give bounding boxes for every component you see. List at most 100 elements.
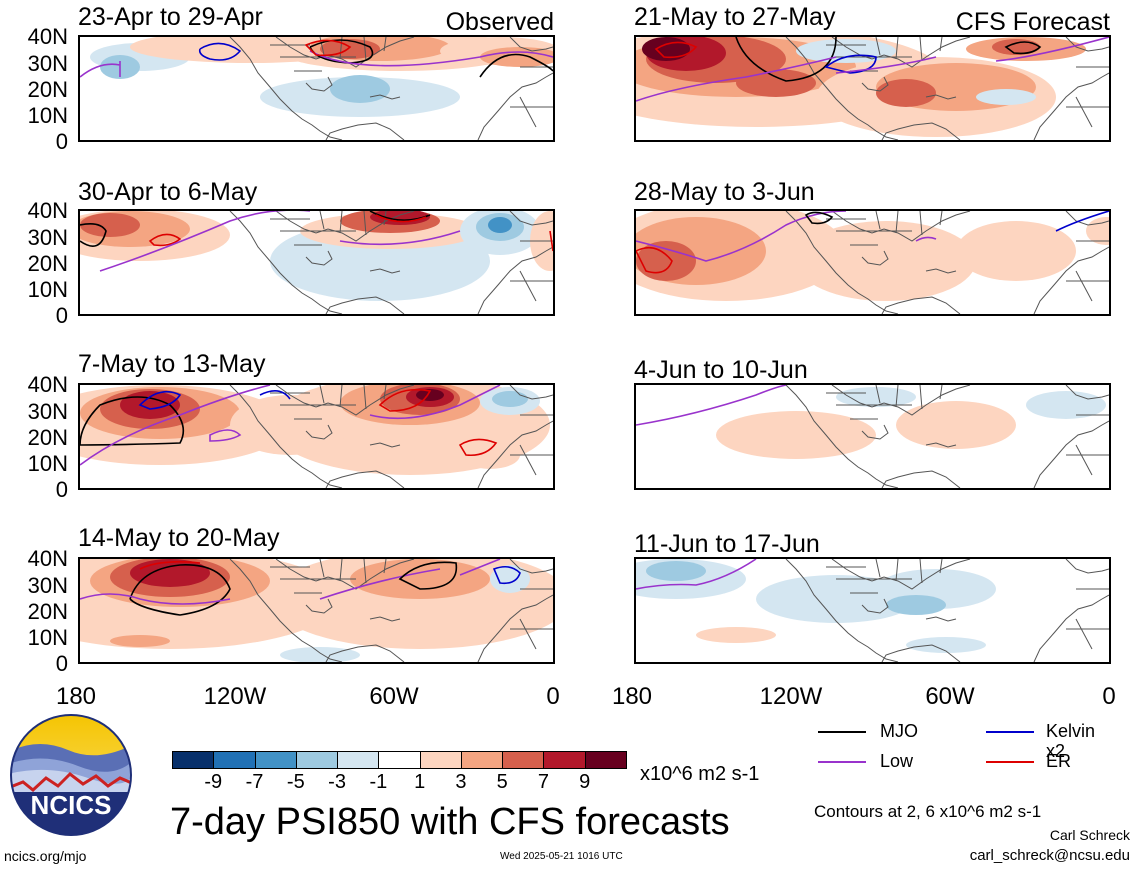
contour-line — [309, 50, 553, 67]
coastline — [509, 211, 553, 226]
coastline — [275, 559, 415, 590]
coastline — [363, 37, 367, 62]
x-tick-60w-left: 60W — [369, 683, 419, 710]
coastline — [509, 559, 553, 574]
panel-title-fc-1: 21-May to 27-May — [634, 3, 836, 31]
y-tick-10n: 10N — [27, 277, 68, 302]
colorbar-tick-label: 7 — [537, 771, 550, 793]
coastline — [509, 37, 553, 52]
coastline — [477, 72, 553, 140]
coastline — [895, 37, 899, 60]
coastline — [275, 385, 415, 416]
legend-line-kelvin — [986, 731, 1034, 733]
coastline — [1065, 211, 1109, 226]
anomaly-shading — [488, 217, 512, 233]
contours-note: Contours at 2, 6 x10^6 m2 s-1 — [814, 802, 1042, 821]
map-panel-fc-3 — [634, 383, 1111, 490]
map-graphic — [636, 37, 1109, 140]
anomaly-shading — [716, 411, 876, 459]
coastline — [861, 598, 889, 614]
ncics-logo[interactable]: NCICS — [8, 712, 134, 838]
coastline — [919, 211, 923, 236]
contour-line — [138, 390, 182, 410]
colorbar-cell — [543, 751, 586, 769]
coastline — [229, 37, 343, 140]
anomaly-shading — [696, 627, 776, 643]
contour-line — [378, 388, 432, 412]
coastline — [519, 96, 537, 128]
coastline — [229, 385, 343, 488]
coastline — [477, 246, 553, 314]
coastline — [509, 385, 553, 400]
ncics-url-link[interactable]: ncics.org/mjo — [4, 848, 87, 864]
map-panel-obs-4 — [78, 557, 555, 664]
map-graphic — [80, 559, 553, 662]
coastline — [383, 559, 387, 574]
y-tick-40n: 40N — [27, 198, 68, 223]
x-tick-180-right: 180 — [611, 683, 653, 710]
legend-line-er — [986, 761, 1034, 763]
panel-title-obs-2: 30-Apr to 6-May — [78, 178, 258, 206]
anomaly-shading — [646, 561, 706, 581]
panel-title-fc-2: 28-May to 3-Jun — [634, 178, 815, 206]
contour-line — [259, 390, 291, 400]
coastline — [325, 470, 405, 488]
coastline — [875, 37, 881, 56]
colorbar-cell — [172, 751, 215, 769]
panel-title-obs-3: 7-May to 13-May — [78, 350, 266, 378]
anomaly-shading — [480, 47, 553, 67]
anomaly-shading — [736, 69, 816, 97]
anomaly-shading — [80, 213, 140, 237]
colorbar-tick-label: -1 — [369, 771, 388, 793]
anomaly-shading — [416, 389, 444, 401]
coastline — [1033, 594, 1109, 662]
contour-line — [654, 41, 698, 59]
contour-line — [375, 214, 427, 223]
panel-title-fc-4: 11-Jun to 17-Jun — [634, 530, 820, 558]
x-tick-120w-left: 120W — [203, 683, 267, 710]
colorbar-cell — [337, 751, 380, 769]
coastline — [875, 559, 881, 578]
coastline — [339, 559, 343, 582]
legend-line-low — [818, 761, 866, 763]
coastline — [831, 211, 971, 242]
observed-header: Observed — [445, 8, 554, 36]
coastline — [1065, 385, 1109, 400]
map-panel-fc-4 — [634, 557, 1111, 664]
contour-line — [636, 56, 837, 102]
contour-line — [549, 230, 553, 252]
map-graphic — [636, 385, 1109, 488]
contour-line — [80, 385, 271, 466]
colorbar-cell — [502, 751, 545, 769]
coastline — [229, 211, 343, 314]
y-tick-40n: 40N — [27, 372, 68, 397]
anomaly-shading — [110, 635, 170, 647]
map-graphic — [636, 559, 1109, 662]
coastline — [305, 76, 333, 92]
coastline — [919, 559, 923, 584]
anomaly-shading — [756, 575, 916, 623]
contour-line — [636, 211, 847, 262]
anomaly-shading — [976, 89, 1036, 105]
legend-label-low: Low — [880, 751, 914, 771]
map-graphic — [636, 211, 1109, 314]
coastline — [305, 250, 333, 266]
coastline — [785, 37, 899, 140]
coastline — [305, 598, 333, 614]
contour-line — [636, 559, 757, 590]
anomaly-shading — [796, 39, 896, 63]
coastline — [881, 122, 961, 140]
coastline — [519, 270, 537, 302]
contour-line — [492, 565, 521, 585]
timestamp: Wed 2025-05-21 1016 UTC — [500, 851, 623, 862]
author-email[interactable]: carl_schreck@ncsu.edu — [969, 847, 1130, 864]
colorbar-ticks: -9 -7 -5 -3 -1 1 3 5 7 9 — [172, 772, 626, 794]
ncics-logo-graphic — [10, 714, 132, 836]
contour-line — [369, 385, 501, 420]
x-tick-60w-right: 60W — [925, 683, 975, 710]
coastline — [919, 385, 923, 410]
anomaly-shading — [350, 559, 490, 599]
contour-line — [458, 438, 498, 457]
contour-line — [915, 236, 937, 242]
contour-line — [479, 53, 553, 78]
